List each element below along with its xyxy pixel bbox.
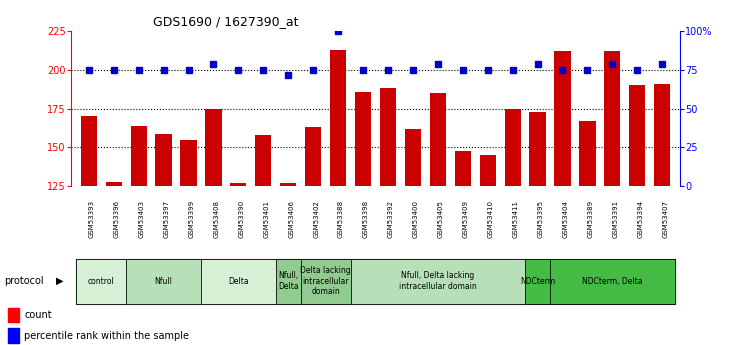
Text: percentile rank within the sample: percentile rank within the sample bbox=[24, 331, 189, 341]
Text: GSM53399: GSM53399 bbox=[189, 200, 195, 238]
Text: GSM53411: GSM53411 bbox=[513, 200, 519, 238]
Bar bbox=[554, 51, 571, 345]
Bar bbox=[77, 259, 126, 304]
Text: protocol: protocol bbox=[4, 276, 44, 286]
Bar bbox=[605, 51, 620, 345]
Text: GSM53400: GSM53400 bbox=[413, 200, 419, 238]
Text: GSM53398: GSM53398 bbox=[363, 200, 369, 238]
Bar bbox=[629, 85, 645, 345]
Bar bbox=[106, 181, 122, 345]
Bar bbox=[525, 259, 550, 304]
Text: ▶: ▶ bbox=[56, 276, 64, 286]
Text: GSM53402: GSM53402 bbox=[313, 200, 319, 238]
Bar bbox=[405, 129, 421, 345]
Bar bbox=[180, 140, 197, 345]
Bar bbox=[8, 328, 19, 343]
Bar bbox=[205, 109, 222, 345]
Bar bbox=[280, 183, 297, 345]
Text: GSM53408: GSM53408 bbox=[213, 200, 219, 238]
Bar bbox=[131, 126, 146, 345]
Text: GSM53390: GSM53390 bbox=[238, 200, 244, 238]
Text: NDCterm: NDCterm bbox=[520, 277, 555, 286]
Bar bbox=[579, 121, 596, 345]
Text: GSM53407: GSM53407 bbox=[662, 200, 668, 238]
Text: GSM53397: GSM53397 bbox=[164, 200, 170, 238]
Text: GSM53391: GSM53391 bbox=[612, 200, 618, 238]
Bar bbox=[255, 135, 271, 345]
Bar bbox=[480, 155, 496, 345]
Bar bbox=[126, 259, 201, 304]
Text: GSM53389: GSM53389 bbox=[587, 200, 593, 238]
Bar bbox=[454, 150, 471, 345]
Text: GSM53409: GSM53409 bbox=[463, 200, 469, 238]
Text: Delta: Delta bbox=[228, 277, 249, 286]
Bar bbox=[654, 84, 671, 345]
Text: GDS1690 / 1627390_at: GDS1690 / 1627390_at bbox=[152, 14, 298, 28]
Bar bbox=[505, 109, 520, 345]
Text: GSM53405: GSM53405 bbox=[438, 200, 444, 238]
Bar bbox=[8, 308, 19, 322]
Text: GSM53395: GSM53395 bbox=[538, 200, 544, 238]
Text: GSM53388: GSM53388 bbox=[338, 200, 344, 238]
Bar bbox=[201, 259, 276, 304]
Bar bbox=[430, 93, 446, 345]
Bar bbox=[380, 89, 396, 345]
Bar bbox=[155, 134, 172, 345]
Text: Nfull, Delta lacking
intracellular domain: Nfull, Delta lacking intracellular domai… bbox=[399, 272, 477, 291]
Bar bbox=[330, 50, 346, 345]
Bar bbox=[231, 183, 246, 345]
Text: GSM53396: GSM53396 bbox=[113, 200, 119, 238]
Bar bbox=[305, 127, 321, 345]
Bar bbox=[300, 259, 351, 304]
Bar bbox=[80, 117, 97, 345]
Bar bbox=[529, 112, 546, 345]
Text: GSM53410: GSM53410 bbox=[487, 200, 493, 238]
Text: GSM53392: GSM53392 bbox=[388, 200, 394, 238]
Bar bbox=[351, 259, 525, 304]
Bar bbox=[276, 259, 300, 304]
Text: Delta lacking
intracellular
domain: Delta lacking intracellular domain bbox=[300, 266, 351, 296]
Bar bbox=[355, 92, 371, 345]
Bar bbox=[550, 259, 674, 304]
Text: GSM53393: GSM53393 bbox=[89, 200, 95, 238]
Text: GSM53401: GSM53401 bbox=[264, 200, 270, 238]
Text: control: control bbox=[88, 277, 115, 286]
Text: NDCterm, Delta: NDCterm, Delta bbox=[582, 277, 643, 286]
Text: GSM53403: GSM53403 bbox=[139, 200, 145, 238]
Text: GSM53404: GSM53404 bbox=[562, 200, 569, 238]
Text: Nfull: Nfull bbox=[155, 277, 173, 286]
Text: GSM53406: GSM53406 bbox=[288, 200, 294, 238]
Text: GSM53394: GSM53394 bbox=[638, 200, 644, 238]
Text: Nfull,
Delta: Nfull, Delta bbox=[278, 272, 299, 291]
Text: count: count bbox=[24, 310, 52, 320]
